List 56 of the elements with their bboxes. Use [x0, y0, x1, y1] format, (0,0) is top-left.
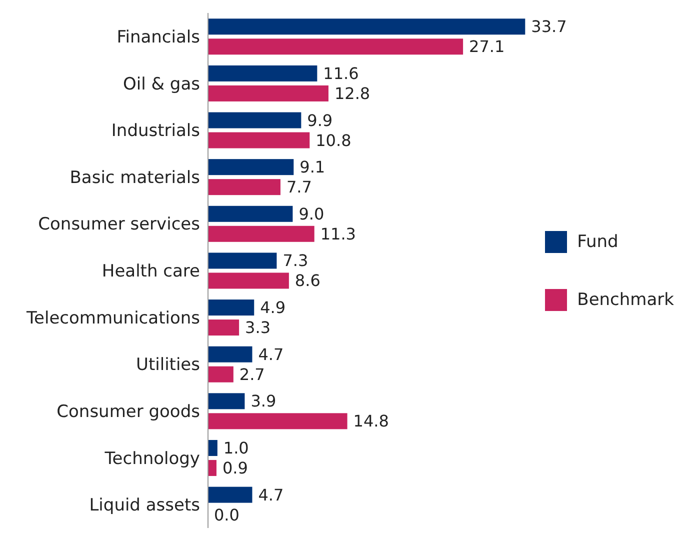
- y-tick-label: Technology: [104, 448, 200, 469]
- y-tick-label: Liquid assets: [89, 496, 200, 516]
- bar: [208, 206, 293, 222]
- legend-label: Benchmark: [577, 288, 674, 312]
- data-label: 12.8: [334, 84, 370, 103]
- data-label: 33.7: [531, 17, 567, 36]
- data-label: 8.6: [294, 271, 320, 290]
- bar: [208, 300, 254, 316]
- y-tick-label: Industrials: [111, 121, 200, 142]
- y-tick-label: Health care: [102, 262, 200, 282]
- bar: [208, 366, 234, 382]
- data-label: 4.9: [260, 298, 286, 318]
- data-label: 9.1: [300, 158, 326, 177]
- data-label: 7.3: [282, 251, 308, 270]
- legend-label: Fund: [577, 230, 618, 254]
- bar: [208, 393, 245, 410]
- bar: [208, 252, 277, 269]
- y-tick-label: Consumer services: [38, 214, 200, 235]
- bar: [208, 226, 314, 242]
- data-label: 9.0: [298, 204, 324, 224]
- bar: [208, 159, 294, 176]
- bar: [208, 440, 218, 456]
- bar: [208, 460, 216, 476]
- data-label: 0.0: [214, 505, 240, 524]
- bar: [208, 18, 526, 35]
- bar: [208, 132, 310, 148]
- bar: [208, 413, 348, 430]
- bar: [208, 65, 318, 82]
- data-label: 27.1: [469, 37, 505, 56]
- bar: [208, 38, 464, 55]
- data-label: 2.7: [239, 364, 265, 384]
- data-label: 1.0: [223, 438, 249, 458]
- y-tick-label: Oil & gas: [123, 74, 200, 94]
- bar: [208, 486, 252, 503]
- bar: [208, 112, 302, 128]
- bar: [208, 179, 280, 196]
- data-label: 10.8: [316, 130, 352, 150]
- y-tick-label: Basic materials: [70, 168, 200, 188]
- data-label: 4.7: [258, 344, 284, 364]
- bar: [208, 272, 289, 289]
- data-label: 11.6: [323, 64, 359, 83]
- y-tick-label: Financials: [116, 27, 200, 48]
- y-tick-label: Utilities: [136, 355, 200, 376]
- data-label: 14.8: [353, 412, 389, 431]
- data-label: 3.3: [245, 318, 271, 338]
- data-label: 4.7: [258, 485, 284, 504]
- y-tick-label: Consumer goods: [56, 402, 200, 422]
- bar: [208, 320, 240, 336]
- data-label: 3.9: [250, 392, 276, 411]
- data-label: 11.3: [320, 224, 356, 244]
- bar: [208, 346, 252, 362]
- data-label: 7.7: [286, 178, 312, 197]
- data-label: 0.9: [222, 458, 248, 478]
- bar: [208, 85, 328, 102]
- data-label: 9.9: [307, 110, 333, 130]
- y-tick-label: Telecommunications: [26, 308, 200, 328]
